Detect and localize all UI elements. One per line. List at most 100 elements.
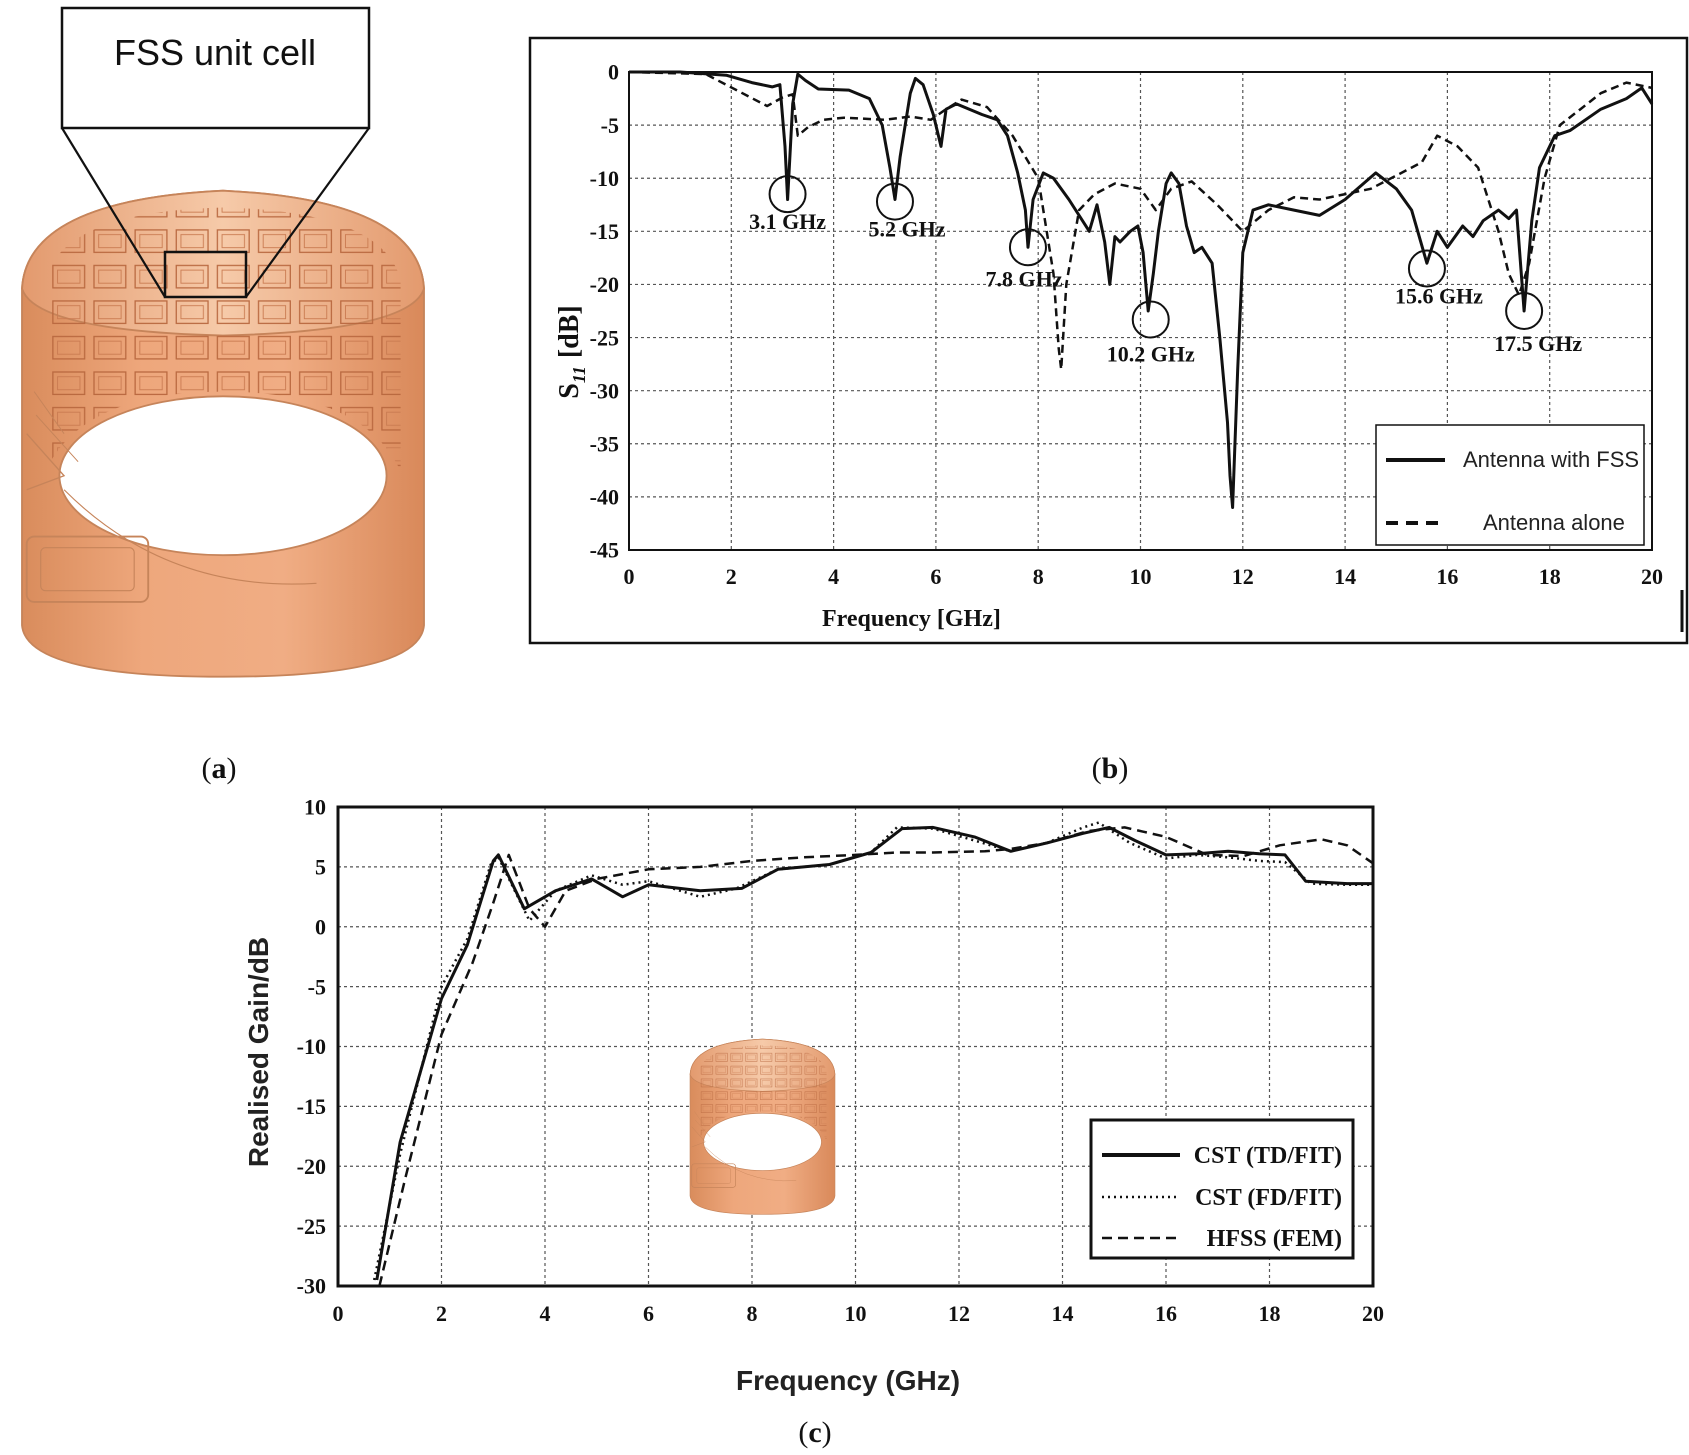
x-tick-label: 12 xyxy=(948,1301,970,1326)
resonance-label: 3.1 GHz xyxy=(749,209,826,234)
x-tick-label: 18 xyxy=(1259,1301,1281,1326)
series-line-antenna-with-fss xyxy=(629,70,1654,509)
gain-xlabel: Frequency (GHz) xyxy=(736,1365,960,1396)
s11-ylabel-sub: 11 xyxy=(569,366,589,383)
s11-ylabel-main: S xyxy=(554,383,585,399)
x-tick-label: 16 xyxy=(1436,564,1458,589)
unit-cell-highlight xyxy=(163,250,248,299)
gain-ylabel: Realised Gain/dB xyxy=(243,937,274,1167)
gain-legend-label-td: CST (TD/FIT) xyxy=(1194,1143,1342,1169)
resonance-label: 10.2 GHz xyxy=(1107,341,1195,366)
gain-legend-label-hfss: HFSS (FEM) xyxy=(1207,1226,1342,1252)
resonance-label: 7.8 GHz xyxy=(985,266,1062,291)
resonance-marker xyxy=(1505,292,1544,330)
s11-legend: Antenna with FSS Antenna alone xyxy=(1375,424,1645,546)
x-tick-label: 20 xyxy=(1641,564,1663,589)
caption-c-letter: c xyxy=(808,1416,821,1449)
x-tick-label: 14 xyxy=(1052,1301,1074,1326)
y-tick-label: -35 xyxy=(590,431,619,456)
resonance-label: 17.5 GHz xyxy=(1494,331,1582,356)
panel-c: 0 2 4 6 8 10 12 14 16 18 20 10 5 0 -5 -10 -15 -20 -25 -30 C… xyxy=(243,795,1384,1449)
x-tick-label: 16 xyxy=(1155,1301,1177,1326)
gain-ticks: 0 2 4 6 8 10 12 14 16 18 20 10 5 0 -5 -10 -15 -20 -25 -30 xyxy=(297,795,1384,1326)
y-tick-label: -30 xyxy=(297,1274,326,1299)
x-tick-label: 8 xyxy=(1033,564,1044,589)
y-tick-label: -45 xyxy=(590,538,619,563)
y-tick-label: -10 xyxy=(590,166,619,191)
y-tick-label: -30 xyxy=(590,378,619,403)
x-tick-label: 2 xyxy=(436,1301,447,1326)
resonance-label: 5.2 GHz xyxy=(868,217,945,242)
resonance-marker xyxy=(1008,228,1047,267)
y-tick-label: -25 xyxy=(590,325,619,350)
gain-legend: CST (TD/FIT) CST (FD/FIT) HFSS (FEM) xyxy=(1089,1118,1355,1260)
y-tick-label: -20 xyxy=(590,272,619,297)
resonance-label: 15.6 GHz xyxy=(1395,284,1483,309)
panel-b: 0 2 4 6 8 10 12 14 16 18 20 0 -5 -10 -15 -20 -25 -30 -35 -4… xyxy=(528,36,1689,785)
s11-legend-label-alone: Antenna alone xyxy=(1483,510,1625,535)
y-tick-label: 0 xyxy=(608,60,619,85)
gain-legend-label-fd: CST (FD/FIT) xyxy=(1195,1185,1342,1211)
y-tick-label: 0 xyxy=(315,914,326,939)
s11-legend-box xyxy=(1375,424,1645,546)
series-line-antenna-alone xyxy=(628,70,1653,371)
s11-ylabel: S11 [dB] xyxy=(554,305,589,399)
y-tick-label: -5 xyxy=(601,113,619,138)
resonance-marker xyxy=(768,175,807,214)
y-tick-label: -40 xyxy=(590,485,619,510)
gain-legend-box xyxy=(1089,1118,1355,1260)
y-tick-label: 10 xyxy=(304,795,326,820)
gain-series xyxy=(372,821,1374,1287)
s11-grid xyxy=(628,71,1653,551)
x-tick-label: 12 xyxy=(1232,564,1254,589)
x-tick-label: 4 xyxy=(540,1301,551,1326)
y-tick-label: -5 xyxy=(308,974,326,999)
x-tick-label: 18 xyxy=(1539,564,1561,589)
svg-text:S11[dB]: S11 [dB] xyxy=(554,305,589,399)
x-tick-label: 20 xyxy=(1362,1301,1384,1326)
caption-a: (a) xyxy=(202,752,237,785)
caption-a-letter: a xyxy=(212,752,227,785)
plot-frame xyxy=(336,805,1375,1288)
x-tick-label: 10 xyxy=(1130,564,1152,589)
resonance-marker xyxy=(1131,300,1170,339)
callout-leader-right xyxy=(245,127,370,298)
callout-box xyxy=(60,6,371,130)
s11-ylabel-unit: [dB] xyxy=(554,305,585,358)
x-tick-label: 8 xyxy=(747,1301,758,1326)
y-tick-label: -15 xyxy=(590,219,619,244)
resonance-marker xyxy=(1407,249,1446,288)
plot-frame xyxy=(628,71,1653,551)
x-tick-label: 6 xyxy=(643,1301,654,1326)
resonance-marker xyxy=(875,182,914,221)
y-tick-label: 5 xyxy=(315,855,326,880)
s11-legend-label-fss: Antenna with FSS xyxy=(1463,447,1639,472)
callout-label: FSS unit cell xyxy=(114,32,316,73)
x-tick-label: 4 xyxy=(828,564,839,589)
caption-b-letter: b xyxy=(1102,752,1119,785)
x-tick-label: 0 xyxy=(624,564,635,589)
y-tick-label: -25 xyxy=(297,1214,326,1239)
callout-leader-left xyxy=(61,127,166,298)
x-tick-label: 0 xyxy=(333,1301,344,1326)
inset-cylinder-drawing xyxy=(689,1038,836,1215)
panel-a: FSS unit cell (a) xyxy=(21,6,425,785)
gain-grid xyxy=(336,805,1375,1288)
y-tick-label: -20 xyxy=(297,1154,326,1179)
series-line-hfss-fem xyxy=(378,826,1374,1287)
y-tick-label: -15 xyxy=(297,1094,326,1119)
fss-cylinder-drawing xyxy=(21,189,425,678)
x-tick-label: 10 xyxy=(845,1301,867,1326)
x-tick-label: 2 xyxy=(726,564,737,589)
x-tick-label: 6 xyxy=(930,564,941,589)
s11-ticks: 0 2 4 6 8 10 12 14 16 18 20 0 -5 -10 -15 -20 -25 -30 -35 -4… xyxy=(590,60,1663,589)
caption-b: (b) xyxy=(1092,752,1129,785)
series-line-cst-td-fit xyxy=(375,825,1373,1281)
y-tick-label: -10 xyxy=(297,1034,326,1059)
s11-annotations: 3.1 GHz 5.2 GHz 7.8 GHz 10.2 GHz 15.6 GHz 17.… xyxy=(749,175,1582,366)
s11-series xyxy=(628,70,1654,509)
caption-c: (c) xyxy=(798,1416,831,1449)
s11-xlabel: Frequency [GHz] xyxy=(822,606,1001,632)
